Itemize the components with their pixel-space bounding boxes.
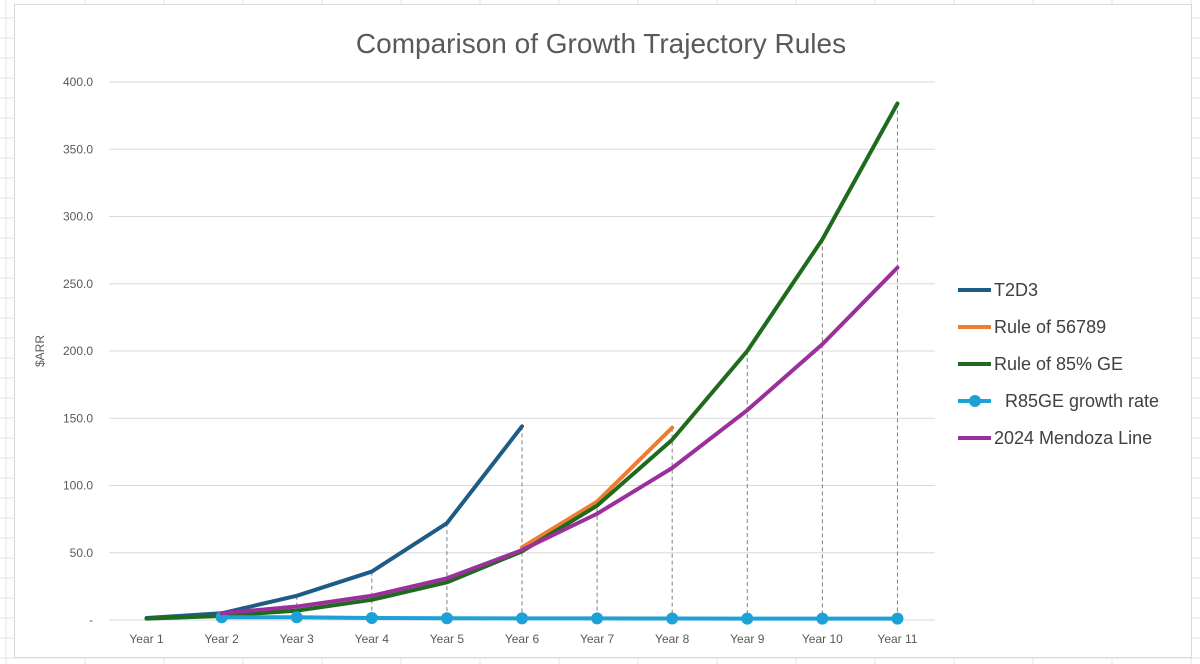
data-point-marker[interactable]	[816, 612, 829, 625]
data-point-marker[interactable]	[741, 612, 754, 625]
series-line[interactable]	[520, 425, 675, 550]
y-axis-label: $ARR	[33, 335, 47, 367]
legend[interactable]: T2D3 Rule of 56789 Rule of 85% GE R85GE gro…	[958, 280, 1159, 448]
x-tick-label: Year 11	[877, 632, 917, 646]
x-tick-label: Year 2	[205, 632, 240, 646]
x-tick-label: Year 3	[280, 632, 315, 646]
drop-lines	[146, 103, 898, 620]
x-tick-label: Year 9	[730, 632, 765, 646]
data-point-marker[interactable]	[290, 611, 303, 624]
data-point-marker[interactable]	[365, 611, 378, 624]
y-tick-label: 250.0	[63, 277, 93, 291]
data-point-marker[interactable]	[440, 612, 453, 625]
legend-label: R85GE growth rate	[1005, 391, 1159, 411]
series-rule-of-56789[interactable]	[520, 425, 675, 550]
legend-entry-2024-mendoza-line[interactable]: 2024 Mendoza Line	[958, 428, 1152, 448]
x-tick-label: Year 4	[355, 632, 390, 646]
data-point-marker[interactable]	[591, 612, 604, 625]
legend-entry-r85ge-growth-rate[interactable]: R85GE growth rate	[958, 391, 1159, 411]
x-axis-ticks: Year 1 Year 2 Year 3 Year 4 Year 5 Year 6 Year…	[129, 632, 917, 646]
series-line[interactable]	[219, 615, 900, 621]
legend-label: Rule of 56789	[994, 317, 1106, 337]
x-tick-label: Year 8	[655, 632, 690, 646]
series-t2d3[interactable]	[144, 424, 524, 620]
y-tick-label: 200.0	[63, 344, 93, 358]
chart-title: Comparison of Growth Trajectory Rules	[356, 28, 846, 59]
x-tick-label: Year 1	[129, 632, 164, 646]
series-lines	[144, 101, 904, 625]
legend-entry-rule-of-56789[interactable]: Rule of 56789	[958, 317, 1106, 337]
y-tick-label: 350.0	[63, 142, 93, 156]
legend-entry-rule-of-85-ge[interactable]: Rule of 85% GE	[958, 354, 1123, 374]
series-line[interactable]	[144, 424, 524, 620]
series-r85ge-growth-rate[interactable]	[215, 611, 904, 625]
data-point-marker[interactable]	[666, 612, 679, 625]
y-tick-label: 50.0	[70, 546, 94, 560]
y-tick-label: -	[89, 613, 93, 627]
chart-area[interactable]: - 50.0 100.0 150.0 200.0 250.0 300.0 350.0 400.0…	[14, 4, 1192, 658]
series-2024-mendoza-line[interactable]	[219, 265, 900, 616]
legend-marker	[969, 395, 981, 407]
legend-label: 2024 Mendoza Line	[994, 428, 1152, 448]
y-tick-label: 300.0	[63, 210, 93, 224]
line-chart: - 50.0 100.0 150.0 200.0 250.0 300.0 350.0 400.0…	[33, 28, 1159, 646]
data-point-marker[interactable]	[516, 612, 528, 625]
legend-entry-t2d3[interactable]: T2D3	[958, 280, 1038, 300]
y-tick-label: 100.0	[63, 479, 93, 493]
legend-label: Rule of 85% GE	[994, 354, 1123, 374]
x-tick-label: Year 6	[505, 632, 540, 646]
x-tick-label: Year 7	[580, 632, 615, 646]
data-point-marker[interactable]	[891, 612, 904, 625]
x-tick-label: Year 5	[430, 632, 465, 646]
y-axis-ticks: - 50.0 100.0 150.0 200.0 250.0 300.0 350.0 400.0	[63, 75, 93, 627]
y-tick-label: 150.0	[63, 411, 93, 425]
legend-label: T2D3	[994, 280, 1038, 300]
x-tick-label: Year 10	[802, 632, 843, 646]
series-line[interactable]	[219, 265, 900, 616]
y-tick-label: 400.0	[63, 75, 93, 89]
